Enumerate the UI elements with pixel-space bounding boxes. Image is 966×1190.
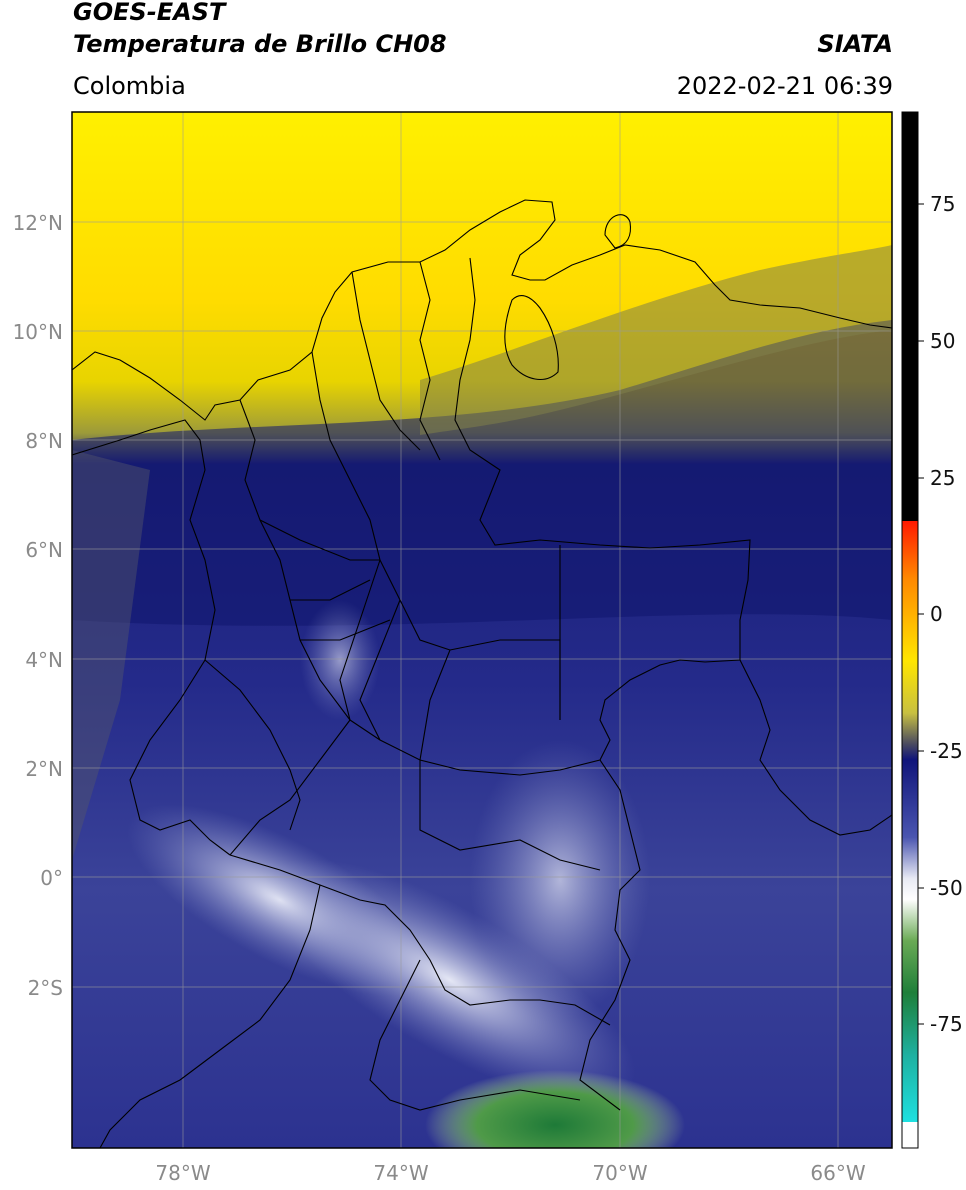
map-frame (71, 111, 893, 1149)
lon-tick-label: 78°W (155, 1161, 211, 1185)
lon-tick-label: 70°W (592, 1161, 648, 1185)
lat-tick-label: 2°S (27, 976, 63, 1000)
colorbar-tick-label: 50 (930, 329, 956, 353)
colorbar-tick-label: -75 (930, 1012, 963, 1036)
colorbar-tick-label: -50 (930, 876, 963, 900)
colorbar-tick-label: -25 (930, 739, 963, 763)
lat-tick-label: 10°N (12, 320, 63, 344)
gridlines (72, 112, 892, 1148)
product-title: Temperatura de Brillo CH08 (73, 30, 447, 58)
colorbar (901, 111, 924, 1149)
brightness-temperature-field (72, 112, 892, 1148)
lat-tick-label: 4°N (25, 648, 63, 672)
colorbar-tick-label: 0 (930, 602, 943, 626)
lat-tick-label: 0° (40, 866, 63, 890)
lat-tick-label: 2°N (25, 757, 63, 781)
lat-tick-label: 8°N (25, 429, 63, 453)
satellite-title: GOES-EAST (73, 0, 226, 26)
lon-tick-label: 66°W (810, 1161, 866, 1185)
region-label: Colombia (73, 72, 186, 100)
lon-tick-label: 74°W (373, 1161, 429, 1185)
colorbar-tick-label: 75 (930, 192, 956, 216)
timestamp-label: 2022-02-21 06:39 (676, 72, 893, 100)
colorbar-tick-label: 25 (930, 466, 956, 490)
lat-tick-label: 6°N (25, 538, 63, 562)
borders (72, 199, 892, 1148)
lat-tick-label: 12°N (12, 211, 63, 235)
brand-label: SIATA (817, 30, 893, 58)
